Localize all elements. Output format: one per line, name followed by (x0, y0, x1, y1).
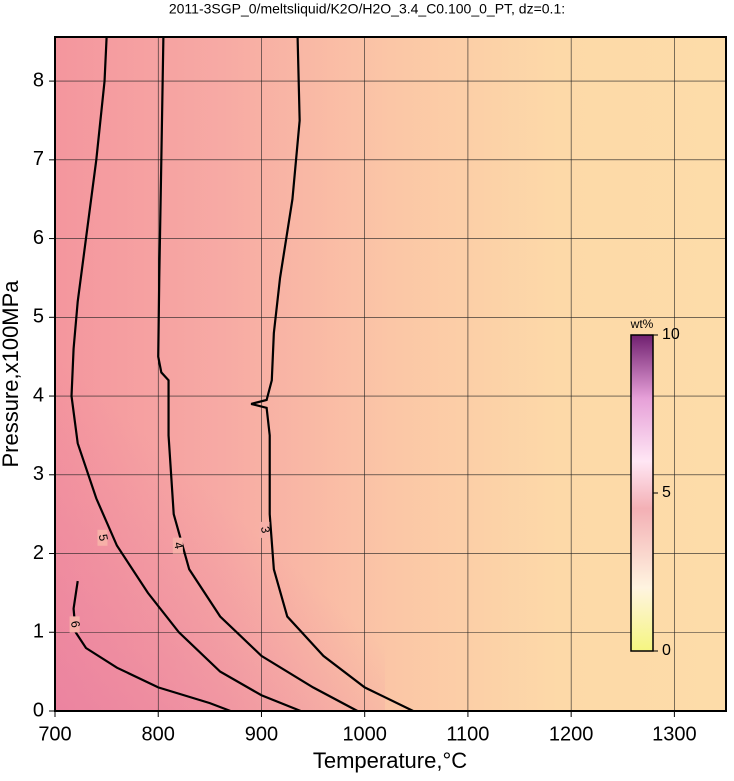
y-tick-label: 3 (33, 463, 44, 485)
contour-line (157, 36, 358, 712)
colorbar-label: wt% (630, 317, 654, 331)
colorbar-tick-label: 5 (662, 484, 671, 501)
y-tick-label: 0 (33, 699, 44, 721)
y-tick-label: 8 (33, 69, 44, 91)
y-tick-label: 5 (33, 306, 44, 328)
chart-title: 2011-3SGP_0/meltsliquid/K2O/H2O_3.4_C0.1… (169, 1, 565, 17)
x-tick-label: 1100 (446, 723, 489, 745)
contour-line (72, 580, 231, 713)
contour-label: 5 (96, 533, 111, 542)
colorbar-tick-label: 0 (662, 642, 671, 659)
x-tick-label: 1200 (549, 723, 594, 745)
x-axis-label: Temperature,°C (313, 748, 467, 773)
x-tick-label: 700 (38, 723, 71, 745)
y-tick-label: 2 (33, 542, 44, 564)
contour-line (70, 36, 302, 713)
x-tick-label: 800 (142, 723, 175, 745)
y-tick-label: 7 (33, 148, 44, 170)
x-tick-label: 1300 (652, 723, 697, 745)
contour-label-bg (69, 616, 80, 633)
x-tick-label: 900 (245, 723, 278, 745)
contour-line (250, 36, 414, 712)
y-tick-label: 4 (33, 384, 44, 406)
contour-label-bg (172, 537, 183, 554)
contour-label-bg (259, 521, 270, 538)
contour-label: 6 (68, 620, 83, 629)
plot-frame (54, 36, 727, 712)
colorbar-tick-label: 10 (662, 326, 680, 343)
y-axis-label: Pressure,x100MPa (0, 280, 23, 468)
colorbar (630, 334, 654, 652)
plot-shade (55, 360, 385, 711)
contour-label: 3 (258, 525, 273, 534)
x-tick-label: 1000 (342, 723, 387, 745)
contour-label-bg (97, 529, 108, 546)
y-tick-label: 6 (33, 227, 44, 249)
contour-label: 4 (171, 541, 186, 550)
y-tick-label: 1 (33, 621, 44, 643)
